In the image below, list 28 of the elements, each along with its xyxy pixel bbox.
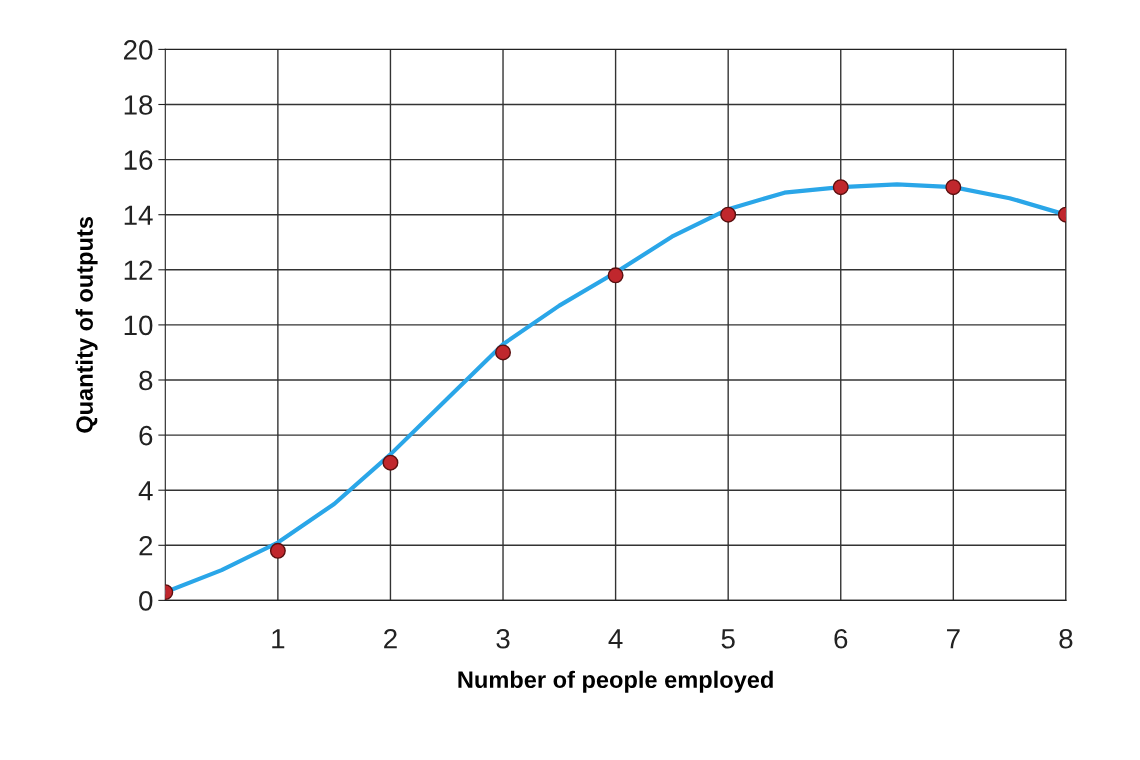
y-tick-label: 10 (124, 315, 153, 336)
y-tick-label: 16 (124, 150, 153, 170)
x-tick-label: 6 (834, 628, 848, 649)
point (945, 179, 962, 196)
y-tick-label: 20 (124, 40, 153, 60)
x-tick-label: 4 (608, 629, 623, 649)
y-axis-title: Quantity of outputs (75, 217, 98, 433)
x-tick-label: 2 (384, 628, 397, 649)
point (382, 454, 399, 471)
point (720, 206, 737, 223)
y-tick-label: 6 (139, 425, 153, 446)
x-tick-label: 7 (947, 629, 960, 649)
y-tick-label: 14 (124, 205, 153, 225)
point (495, 344, 512, 361)
y-tick-label: 8 (139, 370, 153, 391)
x-tick-label: 8 (1059, 628, 1073, 649)
y-tick-label: 0 (139, 591, 153, 611)
x-axis-title: Number of people employed (458, 670, 773, 693)
point (832, 179, 849, 196)
point (607, 267, 624, 284)
x-tick-label: 3 (496, 628, 510, 649)
x-tick-label: 1 (272, 629, 285, 649)
x-tick-label: 5 (721, 629, 735, 649)
y-tick-label: 2 (139, 535, 153, 556)
point (269, 542, 286, 559)
y-tick-label: 18 (124, 95, 153, 115)
y-tick-label: 12 (124, 260, 153, 280)
y-tick-label: 4 (138, 481, 153, 501)
